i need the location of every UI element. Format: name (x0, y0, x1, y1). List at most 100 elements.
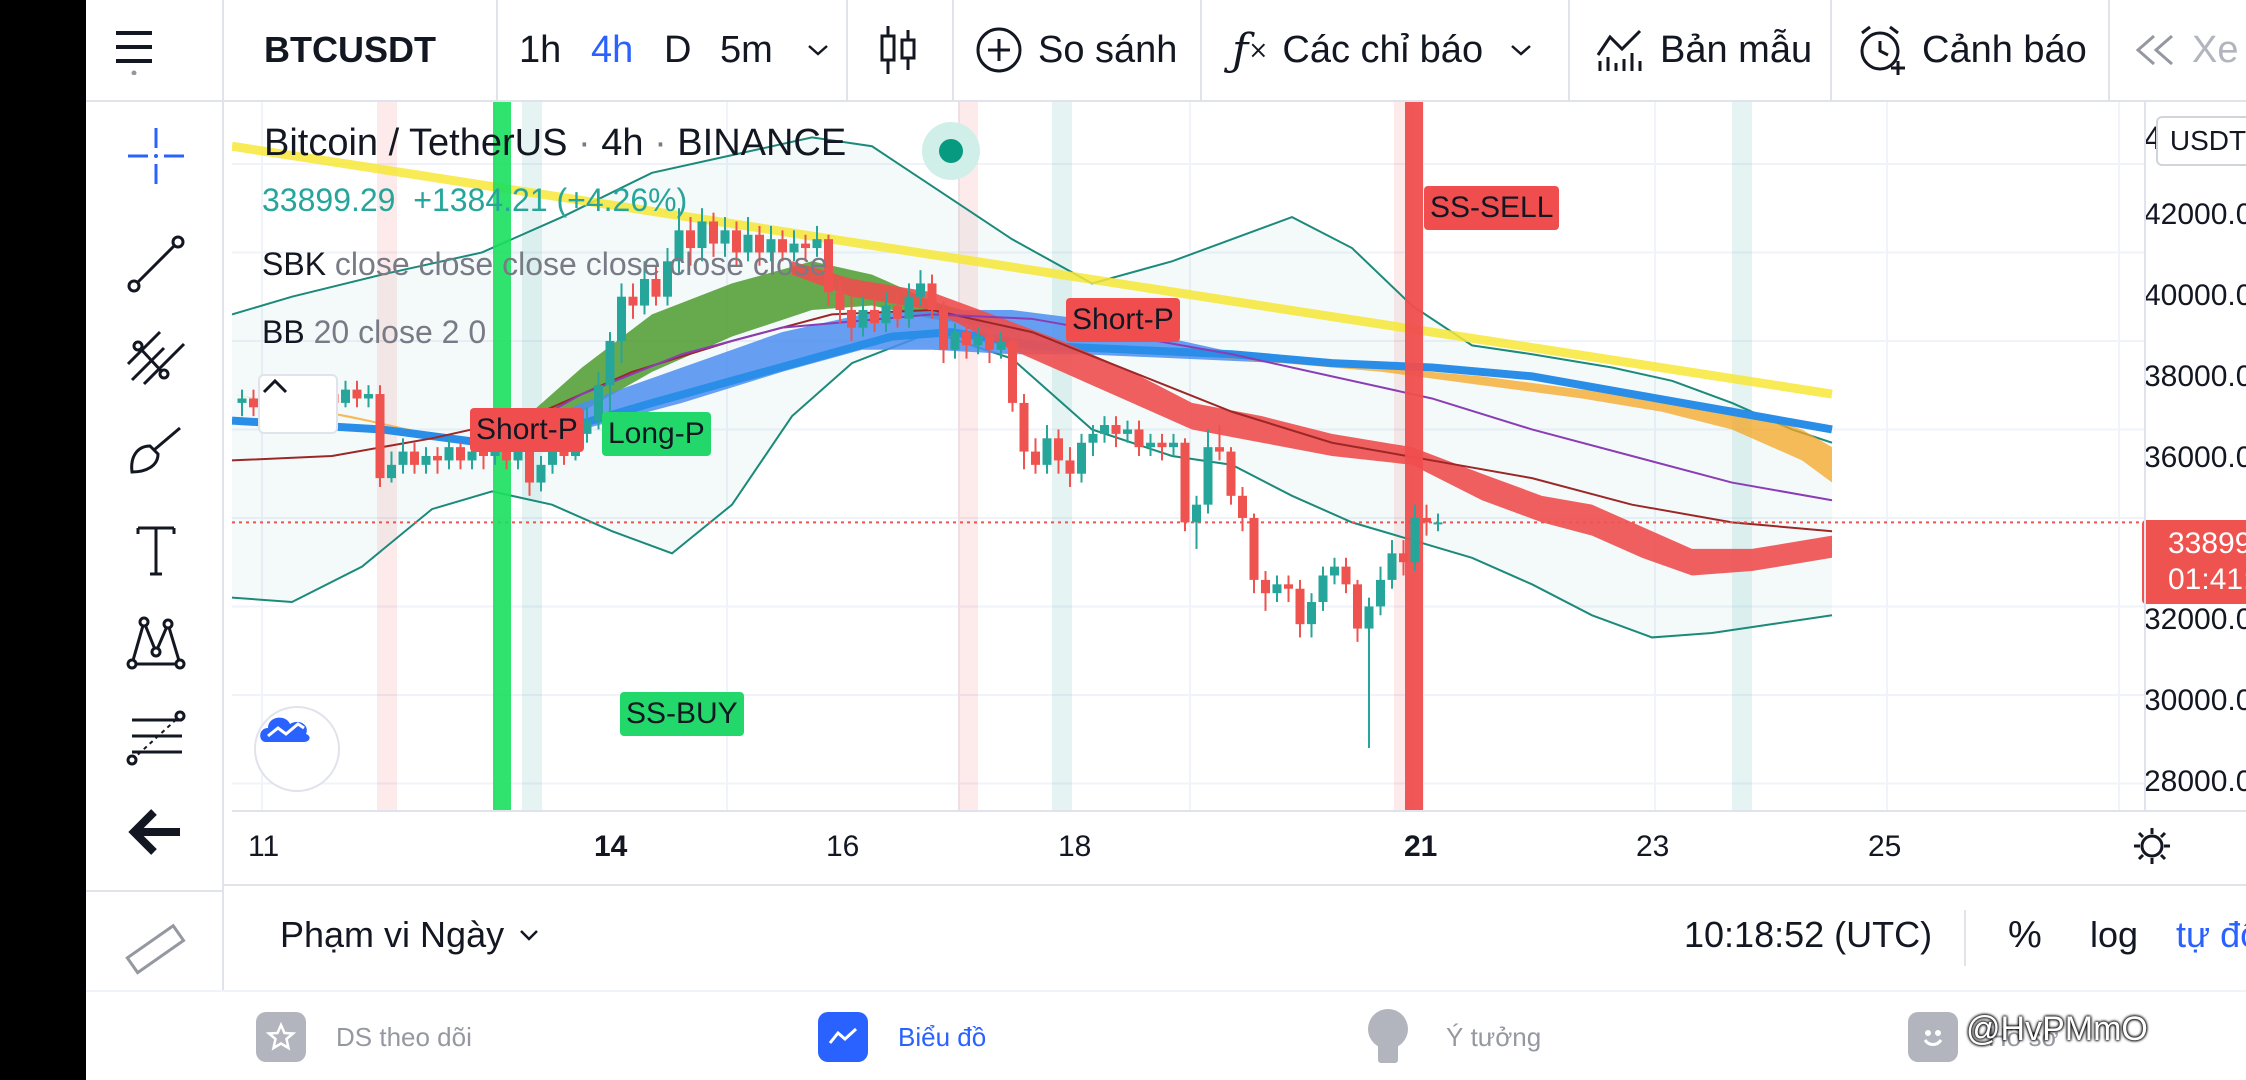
sbk-indicator-legend[interactable]: SBK close close close close close close (262, 246, 828, 283)
price-level: 36000.00 (2144, 441, 2246, 474)
bar-countdown: 01:41:08 (2168, 563, 2246, 596)
price-axis[interactable]: 4 USDT 42000.00 40000.00 38000.00 36000.… (2142, 102, 2246, 810)
text-icon (136, 526, 176, 576)
chevron-down-icon (1511, 45, 1531, 56)
candle-body (341, 389, 350, 403)
candle-body (1054, 438, 1063, 461)
indicators-label: Các chỉ báo (1282, 28, 1484, 71)
candle-body (1100, 425, 1109, 434)
back-button[interactable] (120, 796, 192, 868)
candle-body (364, 394, 373, 399)
candle-body (1261, 579, 1270, 594)
interval-dropdown[interactable] (806, 0, 830, 100)
candle-body (1433, 522, 1443, 525)
interval-5m[interactable]: 5m (720, 28, 773, 71)
percent-scale-toggle[interactable]: % (2008, 914, 2042, 956)
candle-body (1146, 442, 1155, 448)
app-window: BTCUSDT 1h 4h D 5m So sánh ƒ × Các chỉ bá… (86, 0, 2246, 1080)
nav-chart[interactable]: Biểu đồ (818, 1012, 986, 1062)
menu-button[interactable] (114, 0, 154, 100)
date-range-label: Phạm vi Ngày (280, 914, 505, 955)
signal-short-p: Short-P (470, 408, 584, 452)
candle-body (1134, 429, 1144, 448)
templates-button[interactable]: Bản mẫu (1594, 0, 1812, 100)
interval-4h[interactable]: 4h (591, 28, 634, 71)
log-scale-toggle[interactable]: log (2090, 914, 2139, 955)
candle-body (870, 309, 879, 324)
candle-body (1422, 517, 1431, 523)
candle-body (1215, 447, 1224, 452)
candle-body (858, 309, 868, 328)
chart-settings-button[interactable] (2130, 824, 2174, 873)
candle-body (467, 451, 477, 461)
candle-body (1169, 442, 1178, 448)
candle-body (1157, 442, 1167, 448)
candle-body (479, 451, 488, 456)
date-range-button[interactable]: Phạm vi Ngày (280, 914, 540, 956)
candle-body (962, 332, 971, 346)
symbol-search[interactable]: BTCUSDT (264, 29, 436, 70)
pitchfork-icon (126, 330, 186, 386)
trend-line-icon (127, 235, 185, 293)
candle-body (1077, 442, 1086, 474)
candle-body (398, 451, 408, 465)
nav-ideas[interactable]: Ý tưởng (1360, 1009, 1542, 1063)
signal-long-p: Long-P (602, 412, 711, 456)
interval-d[interactable]: D (664, 28, 692, 71)
alarm-clock-icon (1860, 25, 1905, 75)
bb-indicator-legend[interactable]: BB 20 close 2 0 (262, 314, 486, 351)
candle-body (1272, 584, 1282, 594)
auto-scale-toggle[interactable]: tự động (2176, 914, 2246, 955)
signal-ss-sell: SS-SELL (1424, 186, 1560, 230)
price-level: 28000.00 (2144, 765, 2246, 798)
candle-body (709, 221, 718, 244)
brush-tool[interactable] (120, 412, 192, 484)
nav-ideas-label: Ý tưởng (1446, 1021, 1542, 1052)
candle-body (1065, 460, 1075, 474)
fib-tool[interactable] (120, 702, 192, 774)
candle-body (375, 394, 385, 479)
collapse-legend-button[interactable] (258, 374, 338, 434)
currency-button[interactable]: USDT (2156, 116, 2246, 166)
pattern-tool[interactable] (120, 608, 192, 680)
crosshair-tool[interactable] (120, 120, 192, 192)
bb-params: 20 close 2 0 (313, 314, 487, 350)
candle-body (1410, 517, 1420, 563)
candles-icon (880, 26, 916, 74)
chart-type-button[interactable] (878, 0, 918, 100)
ruler-tool[interactable] (120, 914, 192, 986)
nav-profile[interactable]: Hồ sơ (1908, 1012, 2059, 1062)
legend-dot: · (578, 122, 591, 164)
candle-body (525, 451, 534, 483)
nav-watchlist[interactable]: DS theo dõi (256, 1012, 472, 1062)
bottom-navigation: DS theo dõi Biểu đồ Ý tưởng Hồ sơ @HvPMm… (86, 990, 2246, 1080)
candle-body (950, 332, 960, 350)
indicators-button[interactable]: ƒ × Các chỉ báo (1232, 0, 1533, 100)
chart-pane[interactable]: Bitcoin / TetherUS · 4h · BINANCE 33899.… (232, 102, 2144, 810)
function-icon: ƒ × (1232, 24, 1269, 76)
candle-body (916, 283, 925, 297)
compare-button[interactable]: So sánh (974, 0, 1177, 100)
text-tool[interactable] (120, 514, 192, 586)
symbol-legend[interactable]: Bitcoin / TetherUS · 4h · BINANCE (264, 122, 846, 165)
signal-bar-sell (1405, 102, 1423, 810)
time-label: 21 (1404, 830, 1438, 863)
tradingview-logo-button[interactable] (254, 706, 340, 792)
rewind-icon (2135, 34, 2173, 66)
interval-1h[interactable]: 1h (519, 28, 562, 71)
utc-clock[interactable]: 10:18:52 (UTC) (1684, 914, 1933, 955)
candle-body (1249, 517, 1259, 580)
candle-body (605, 340, 615, 386)
cloud-chart-icon (260, 717, 310, 742)
trend-line-tool[interactable] (120, 228, 192, 300)
replay-label: Xe (2192, 28, 2239, 71)
time-label: 18 (1058, 830, 1092, 863)
price-chart[interactable] (232, 102, 2144, 810)
time-label: 11 (248, 830, 280, 863)
alerts-button[interactable]: Cảnh báo (1856, 0, 2087, 100)
pitchfork-tool[interactable] (120, 320, 192, 392)
market-status[interactable] (922, 122, 980, 180)
replay-button[interactable]: Xe (2134, 0, 2238, 100)
candle-body (904, 296, 914, 319)
smiley-icon (1923, 1030, 1943, 1046)
